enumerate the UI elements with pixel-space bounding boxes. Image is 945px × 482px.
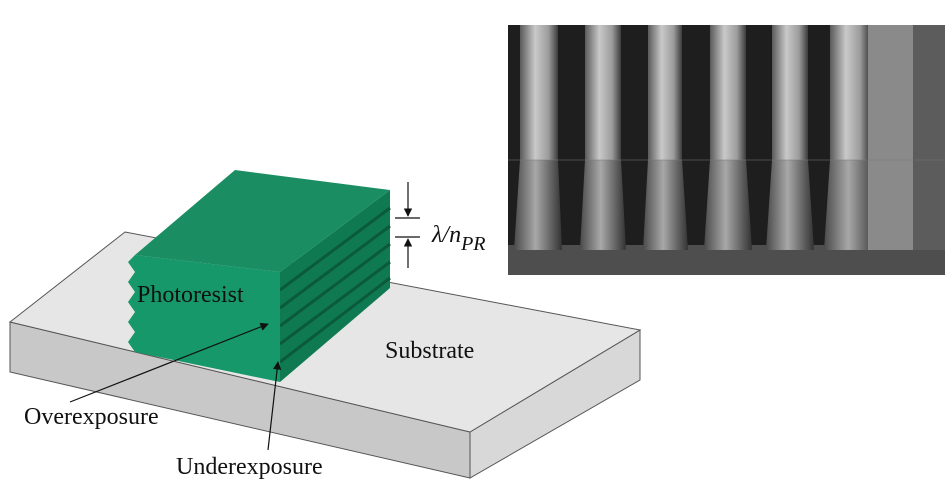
- diagram: λ/nPR Photoresist Substrate Overexposure…: [0, 0, 945, 482]
- period-subscript: PR: [460, 233, 485, 255]
- overexposure-label: Overexposure: [24, 404, 159, 430]
- photoresist-label: Photoresist: [137, 282, 244, 308]
- dimension-marker: [395, 182, 420, 268]
- period-symbol: λ/n: [431, 222, 461, 248]
- sem-image: [508, 25, 945, 275]
- underexposure-label: Underexposure: [176, 454, 323, 480]
- substrate-label: Substrate: [385, 338, 474, 364]
- period-label: λ/nPR: [431, 222, 486, 255]
